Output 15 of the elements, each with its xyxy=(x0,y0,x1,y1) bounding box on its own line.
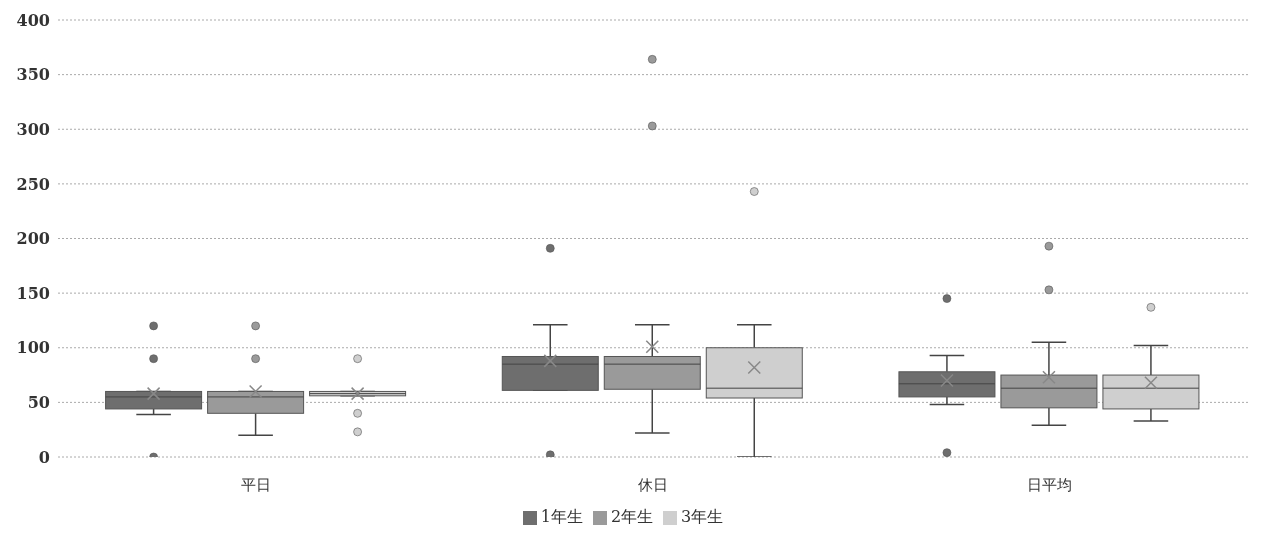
x-tick-label: 日平均 xyxy=(1027,475,1073,494)
y-tick-label: 250 xyxy=(16,174,50,194)
x-tick-label: 平日 xyxy=(241,475,272,494)
y-tick-label: 150 xyxy=(16,283,50,303)
y-tick-label: 50 xyxy=(27,393,50,413)
y-tick-label: 0 xyxy=(38,447,50,467)
x-tick-label: 休日 xyxy=(638,475,668,494)
y-tick-label: 100 xyxy=(16,338,50,358)
y-tick-label: 200 xyxy=(16,229,50,249)
legend-label: 1年生 xyxy=(540,507,583,526)
y-tick-label: 400 xyxy=(16,10,50,30)
legend-label: 3年生 xyxy=(681,507,724,526)
legend-label: 2年生 xyxy=(610,507,654,526)
y-tick-label: 300 xyxy=(16,119,50,139)
y-tick-label: 350 xyxy=(16,65,50,85)
